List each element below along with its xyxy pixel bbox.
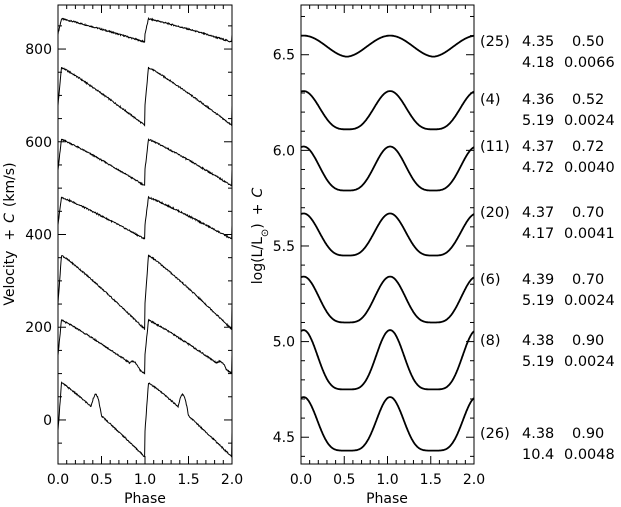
velocity-y-label-c: C	[2, 213, 18, 223]
luminosity-x-axis-title: Phase	[366, 491, 408, 507]
luminosity-y-label-log: log(L/L	[250, 237, 266, 284]
annotation-value-b: 0.90	[572, 333, 604, 349]
annotation-value-c: 4.17	[522, 226, 554, 242]
luminosity-y-tick-label: 6.0	[273, 143, 295, 159]
annotation-value-b: 0.70	[572, 205, 604, 221]
luminosity-curve-3	[300, 145, 475, 192]
annotation-id: (20)	[480, 205, 510, 221]
luminosity-x-tick-label: 0.0	[290, 472, 312, 488]
luminosity-curve-7	[300, 396, 475, 452]
annotation-value-c: 5.19	[522, 293, 554, 309]
velocity-x-tick-label: 1.0	[134, 472, 156, 488]
velocity-y-tick-label: 600	[25, 135, 52, 151]
velocity-curve-7	[57, 381, 233, 458]
annotation-value-a: 4.36	[522, 92, 554, 108]
luminosity-y-tick-label: 6.5	[273, 48, 295, 64]
annotation-id: (8)	[480, 333, 501, 349]
luminosity-y-tick-label: 5.0	[273, 335, 295, 351]
annotation-value-d: 0.0024	[564, 113, 615, 129]
annotation-value-c: 10.4	[522, 447, 554, 463]
luminosity-curve-1	[300, 34, 474, 58]
luminosity-y-tick-label: 4.5	[273, 430, 295, 446]
luminosity-curve-5	[300, 275, 475, 324]
velocity-curve-6	[57, 318, 233, 375]
luminosity-curve-6	[300, 329, 475, 391]
annotation-value-d: 0.0024	[564, 354, 615, 370]
annotation-row: (26) 4.38 0.90 10.4 0.0048	[480, 426, 615, 463]
annotation-value-b: 0.52	[572, 92, 604, 108]
velocity-y-axis-title: Velocity + C (km/s)	[2, 162, 18, 305]
velocity-y-tick-label: 0	[43, 413, 52, 429]
annotation-value-d: 0.0024	[564, 293, 615, 309]
annotation-value-b: 0.90	[572, 426, 604, 442]
annotation-value-a: 4.38	[522, 426, 554, 442]
luminosity-x-tick-label: 0.5	[333, 472, 355, 488]
annotation-row: (25) 4.35 0.50 4.18 0.0066	[480, 34, 615, 71]
luminosity-y-label-close: )	[250, 223, 266, 228]
annotation-id: (11)	[480, 139, 510, 155]
annotation-value-c: 4.18	[522, 55, 554, 71]
velocity-curve-3	[57, 138, 233, 187]
annotation-value-d: 0.0066	[564, 55, 615, 71]
luminosity-x-tick-label: 2.0	[463, 472, 485, 488]
annotation-value-c: 5.19	[522, 354, 554, 370]
luminosity-y-label-sun: ⊙	[260, 229, 271, 237]
luminosity-x-tick-label: 1.5	[420, 472, 442, 488]
annotation-value-b: 0.72	[572, 139, 604, 155]
annotation-id: (25)	[480, 34, 510, 50]
velocity-y-tick-label: 400	[25, 228, 52, 244]
velocity-y-tick-label: 800	[25, 42, 52, 58]
annotation-value-a: 4.37	[522, 205, 554, 221]
velocity-x-tick-label: 0.0	[47, 472, 69, 488]
annotation-value-c: 4.72	[522, 160, 554, 176]
luminosity-y-tick-label: 5.5	[273, 239, 295, 255]
velocity-curve-4	[57, 195, 233, 240]
annotation-row: (20) 4.37 0.70 4.17 0.0041	[480, 205, 615, 242]
velocity-x-tick-label: 0.5	[90, 472, 112, 488]
annotation-id: (4)	[480, 92, 501, 108]
annotation-value-a: 4.35	[522, 34, 554, 50]
luminosity-y-label-plus: +	[250, 204, 266, 216]
velocity-y-tick-label: 200	[25, 320, 52, 336]
velocity-x-axis-title: Phase	[124, 491, 166, 507]
luminosity-curve-4	[300, 212, 475, 257]
annotation-value-d: 0.0041	[564, 226, 615, 242]
luminosity-plot-frame	[300, 4, 475, 465]
annotation-row: (6) 4.39 0.70 5.19 0.0024	[480, 272, 615, 309]
annotation-row: (8) 4.38 0.90 5.19 0.0024	[480, 333, 615, 370]
velocity-curve-2	[57, 66, 233, 127]
luminosity-panel: 0.0 0.5 1.0 1.5 2.0 4.5 5.0 5.5 6.0 6.5 Phase log…	[250, 4, 485, 507]
velocity-curve-1	[57, 16, 233, 44]
velocity-y-label-plus: +	[2, 229, 18, 241]
luminosity-curve-2	[300, 90, 475, 131]
luminosity-x-tick-label: 1.0	[376, 472, 398, 488]
luminosity-y-label-c: C	[250, 188, 266, 198]
velocity-x-tick-label: 1.5	[177, 472, 199, 488]
annotation-value-c: 5.19	[522, 113, 554, 129]
velocity-y-label-word: Velocity	[2, 251, 18, 306]
model-annotations: (25) 4.35 0.50 4.18 0.0066 (4) 4.36 0.52 5.19 0.0…	[480, 34, 615, 463]
annotation-value-a: 4.38	[522, 333, 554, 349]
annotation-value-d: 0.0040	[564, 160, 615, 176]
annotation-row: (11) 4.37 0.72 4.72 0.0040	[480, 139, 615, 176]
velocity-y-label-unit: (km/s)	[2, 162, 18, 207]
annotation-value-d: 0.0048	[564, 447, 615, 463]
velocity-x-tick-label: 2.0	[221, 472, 243, 488]
annotation-value-b: 0.70	[572, 272, 604, 288]
annotation-id: (26)	[480, 426, 510, 442]
annotation-row: (4) 4.36 0.52 5.19 0.0024	[480, 92, 615, 129]
annotation-value-a: 4.37	[522, 139, 554, 155]
annotation-value-b: 0.50	[572, 34, 604, 50]
annotation-value-a: 4.39	[522, 272, 554, 288]
luminosity-y-axis-title: log(L/L⊙) + C	[250, 188, 271, 285]
annotation-id: (6)	[480, 272, 501, 288]
velocity-panel: 0.0 0.5 1.0 1.5 2.0 0 200 400 600 800 Phase Veloc…	[2, 4, 243, 507]
velocity-curve-5	[57, 254, 233, 330]
